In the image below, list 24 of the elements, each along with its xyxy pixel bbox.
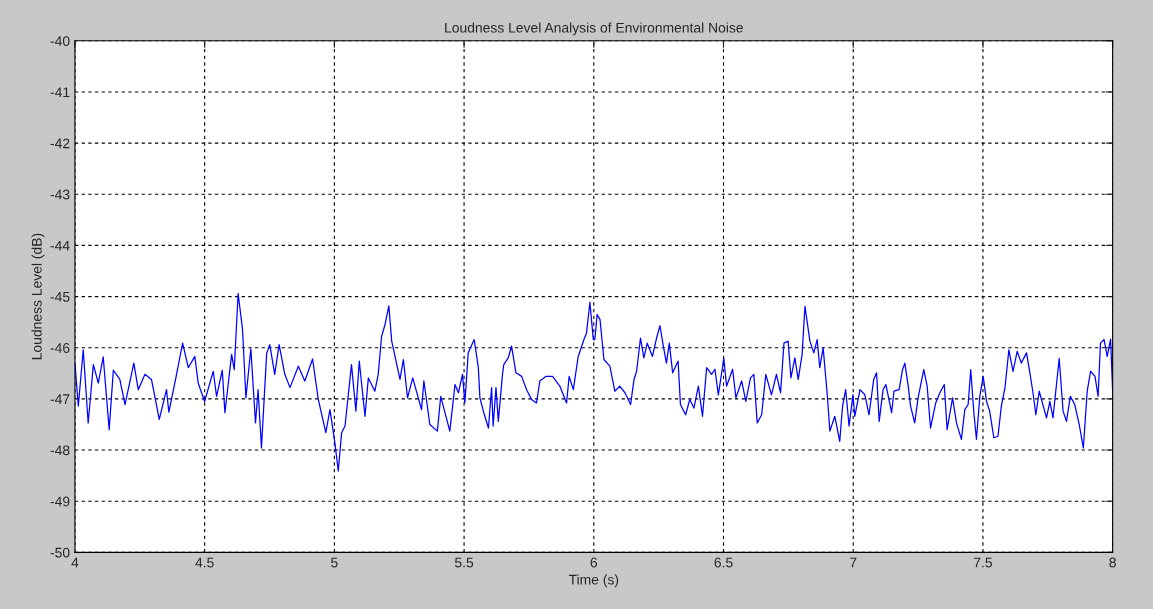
y-tick-label: -42	[50, 138, 70, 149]
x-tick-label: 4	[71, 557, 79, 568]
x-tick-label: 7.5	[973, 557, 992, 568]
x-tick-label: 8	[1109, 557, 1116, 568]
x-tick-label: 7	[850, 557, 857, 568]
y-tick-label: -44	[50, 240, 70, 251]
y-tick-label: -45	[50, 292, 70, 302]
y-tick-label: -49	[50, 496, 70, 507]
line-series	[74, 292, 1113, 472]
x-tick-label: 5	[331, 557, 338, 568]
x-tick-label: 4.5	[195, 557, 214, 568]
y-tick-label: -48	[50, 445, 70, 456]
y-tick-label: -41	[50, 87, 70, 97]
y-tick-label: -43	[50, 189, 70, 200]
y-tick-label: -46	[50, 343, 70, 353]
y-tick-label: -40	[50, 36, 70, 46]
chart-title: Loudness Level Analysis of Environmental Noise	[445, 22, 743, 36]
x-tick-label: 5.5	[454, 557, 474, 568]
y-axis-title: Loudness Level (dB)	[31, 233, 45, 360]
x-tick-label: 6.5	[714, 557, 733, 568]
y-tick-label: -47	[50, 394, 70, 404]
x-axis-title: Time (s)	[568, 574, 619, 588]
y-tick-label: -50	[50, 547, 70, 558]
x-tick-label: 6	[590, 557, 598, 568]
